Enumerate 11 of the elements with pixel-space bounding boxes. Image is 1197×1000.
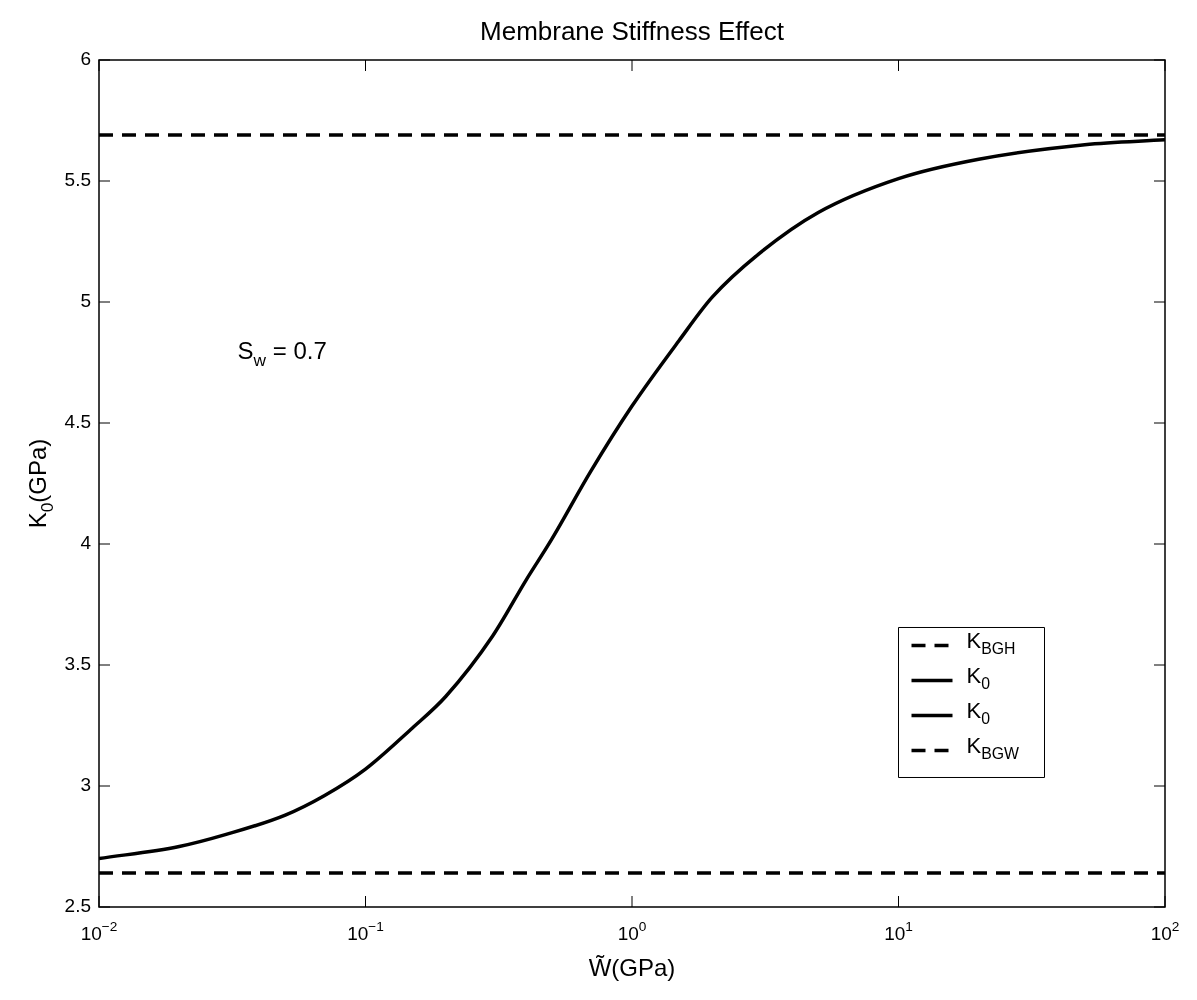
y-tick-label: 3 [80, 774, 92, 796]
y-tick-label: 4 [80, 532, 92, 554]
y-tick-label: 4.5 [64, 411, 92, 433]
chart-title: Membrane Stiffness Effect [480, 16, 785, 47]
y-tick-label: 5 [80, 290, 92, 312]
y-tick-label: 5.5 [64, 169, 92, 191]
y-tick-label: 6 [80, 48, 92, 70]
y-tick-label: 3.5 [64, 653, 92, 675]
x-axis-title: W̃(GPa) [588, 953, 676, 981]
y-axis-title: K0(GPa) [23, 438, 57, 529]
y-tick-label: 2.5 [64, 895, 92, 917]
